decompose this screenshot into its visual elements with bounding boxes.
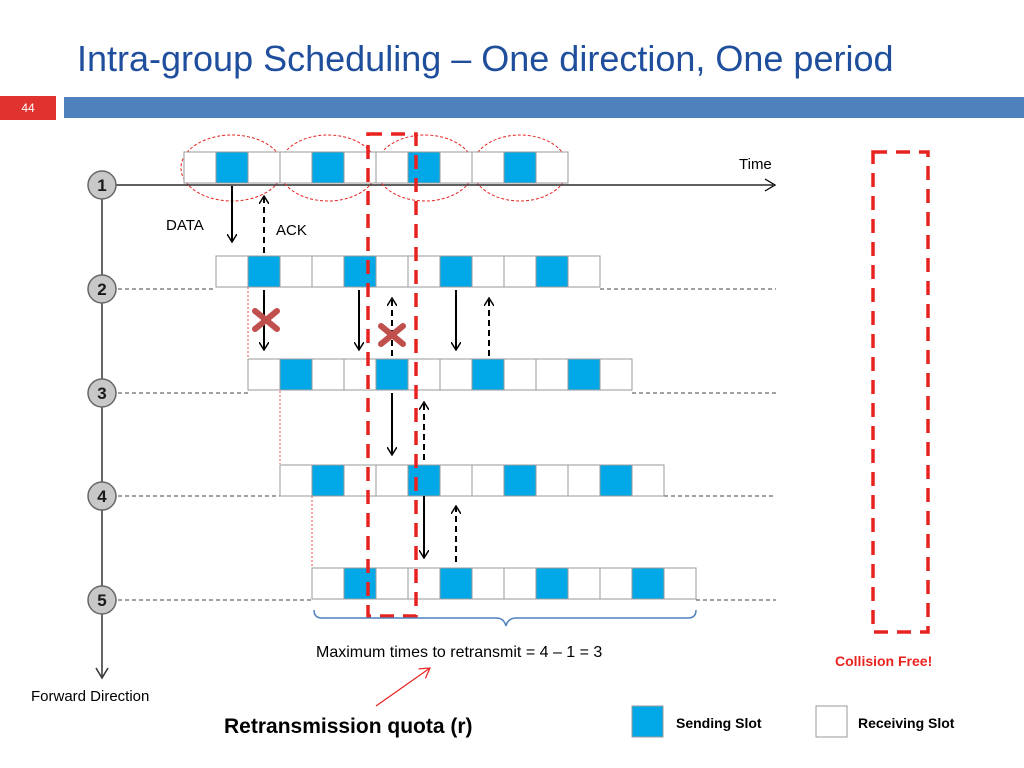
legend-sending-label: Sending Slot bbox=[676, 715, 762, 731]
sending-slot-node4 bbox=[599, 464, 633, 497]
quota-pointer-arrow bbox=[375, 668, 430, 707]
receiving-slot-node4 bbox=[279, 464, 313, 497]
data-label: DATA bbox=[166, 217, 204, 234]
node-label-5: 5 bbox=[97, 591, 106, 610]
receiving-slot-node3 bbox=[407, 358, 441, 391]
sending-slot-node2 bbox=[247, 255, 281, 288]
title-bar bbox=[64, 97, 1024, 118]
node-circle-4 bbox=[87, 481, 117, 511]
receiving-slot-node3 bbox=[535, 358, 569, 391]
retransmission-quota-label: Retransmission quota (r) bbox=[224, 715, 473, 738]
receiving-slot-node2 bbox=[567, 255, 601, 288]
sending-slot-node5 bbox=[535, 567, 569, 600]
receiving-slot-node3 bbox=[439, 358, 473, 391]
sending-slot-node1 bbox=[503, 151, 537, 184]
sending-slot-node3 bbox=[375, 358, 409, 391]
receiving-slot-node2 bbox=[407, 255, 441, 288]
node-label-1: 1 bbox=[97, 176, 106, 195]
sending-slot-node5 bbox=[631, 567, 665, 600]
receiving-slot-node2 bbox=[279, 255, 313, 288]
sending-slot-node2 bbox=[439, 255, 473, 288]
ack-label: ACK bbox=[276, 222, 307, 239]
sending-slot-node5 bbox=[439, 567, 473, 600]
receiving-slot-node2 bbox=[311, 255, 345, 288]
node-circle-1 bbox=[87, 170, 117, 200]
node-circle-2 bbox=[87, 274, 117, 304]
slide-title: Intra-group Scheduling – One direction, … bbox=[77, 38, 894, 79]
legend-receiving-label: Receiving Slot bbox=[858, 715, 955, 731]
collision-free-box bbox=[871, 150, 930, 634]
receiving-slot-node1 bbox=[439, 151, 473, 184]
collision-x-marks bbox=[252, 308, 406, 347]
sending-slot-node4 bbox=[311, 464, 345, 497]
max-retransmit-label: Maximum times to retransmit = 4 – 1 = 3 bbox=[316, 644, 602, 661]
sending-slot-node1 bbox=[311, 151, 345, 184]
receiving-slot-node2 bbox=[471, 255, 505, 288]
sending-slot-node3 bbox=[471, 358, 505, 391]
receiving-slot-node5 bbox=[503, 567, 537, 600]
retransmission-window-box bbox=[366, 132, 418, 618]
receiving-slot-node4 bbox=[439, 464, 473, 497]
receiving-slot-node4 bbox=[567, 464, 601, 497]
receiving-slot-node4 bbox=[535, 464, 569, 497]
time-label: Time bbox=[739, 156, 772, 173]
receiving-slot-node3 bbox=[599, 358, 633, 391]
time-axis-arrowhead bbox=[764, 178, 777, 192]
receiving-slot-node3 bbox=[247, 358, 281, 391]
receiving-slot-node1 bbox=[535, 151, 569, 184]
receiving-slot-node1 bbox=[375, 151, 409, 184]
receiving-slot-node1 bbox=[183, 151, 217, 184]
receiving-slot-node1 bbox=[247, 151, 281, 184]
slot-rows bbox=[183, 151, 697, 600]
receiving-slot-node5 bbox=[599, 567, 633, 600]
sending-slot-node2 bbox=[343, 255, 377, 288]
node-label-4: 4 bbox=[97, 487, 107, 506]
receiving-slot-node4 bbox=[471, 464, 505, 497]
receiving-slot-node2 bbox=[375, 255, 409, 288]
receiving-slot-node1 bbox=[343, 151, 377, 184]
receiving-slot-node3 bbox=[503, 358, 537, 391]
node-baselines bbox=[118, 288, 776, 601]
receiving-slot-node4 bbox=[631, 464, 665, 497]
sending-slot-node3 bbox=[279, 358, 313, 391]
receiving-slot-node1 bbox=[471, 151, 505, 184]
sending-slot-node5 bbox=[343, 567, 377, 600]
node-circles: 1 2 3 4 5 bbox=[87, 170, 117, 615]
receiving-slot-node5 bbox=[567, 567, 601, 600]
collision-free-label: Collision Free! bbox=[835, 653, 932, 669]
sending-slot-node3 bbox=[567, 358, 601, 391]
receiving-slot-node1 bbox=[279, 151, 313, 184]
sending-slot-node1 bbox=[215, 151, 249, 184]
receiving-slot-node5 bbox=[311, 567, 345, 600]
sending-slot-node4 bbox=[503, 464, 537, 497]
receiving-slot-node3 bbox=[311, 358, 345, 391]
receiving-slot-node5 bbox=[663, 567, 697, 600]
receiving-slot-node5 bbox=[407, 567, 441, 600]
range-brace bbox=[313, 609, 697, 627]
sending-slot-node2 bbox=[535, 255, 569, 288]
receiving-slot-node5 bbox=[375, 567, 409, 600]
node-circle-3 bbox=[87, 378, 117, 408]
slide-number: 44 bbox=[0, 96, 56, 120]
forward-axis-arrowhead bbox=[95, 667, 109, 680]
receiving-slot-node2 bbox=[215, 255, 249, 288]
node-circle-5 bbox=[87, 585, 117, 615]
legend-sending-swatch bbox=[631, 705, 664, 738]
legend-receiving-swatch bbox=[815, 705, 848, 738]
sending-slot-node4 bbox=[407, 464, 441, 497]
data-ack-arrows bbox=[232, 186, 489, 562]
receiving-slot-node4 bbox=[375, 464, 409, 497]
receiving-slot-node3 bbox=[343, 358, 377, 391]
node-label-2: 2 bbox=[97, 280, 106, 299]
receiving-slot-node4 bbox=[343, 464, 377, 497]
sending-slot-node1 bbox=[407, 151, 441, 184]
receiving-slot-node5 bbox=[471, 567, 505, 600]
node-label-3: 3 bbox=[97, 384, 106, 403]
offset-markers bbox=[247, 287, 313, 567]
receiving-slot-node2 bbox=[503, 255, 537, 288]
forward-direction-label: Forward Direction bbox=[31, 688, 149, 705]
